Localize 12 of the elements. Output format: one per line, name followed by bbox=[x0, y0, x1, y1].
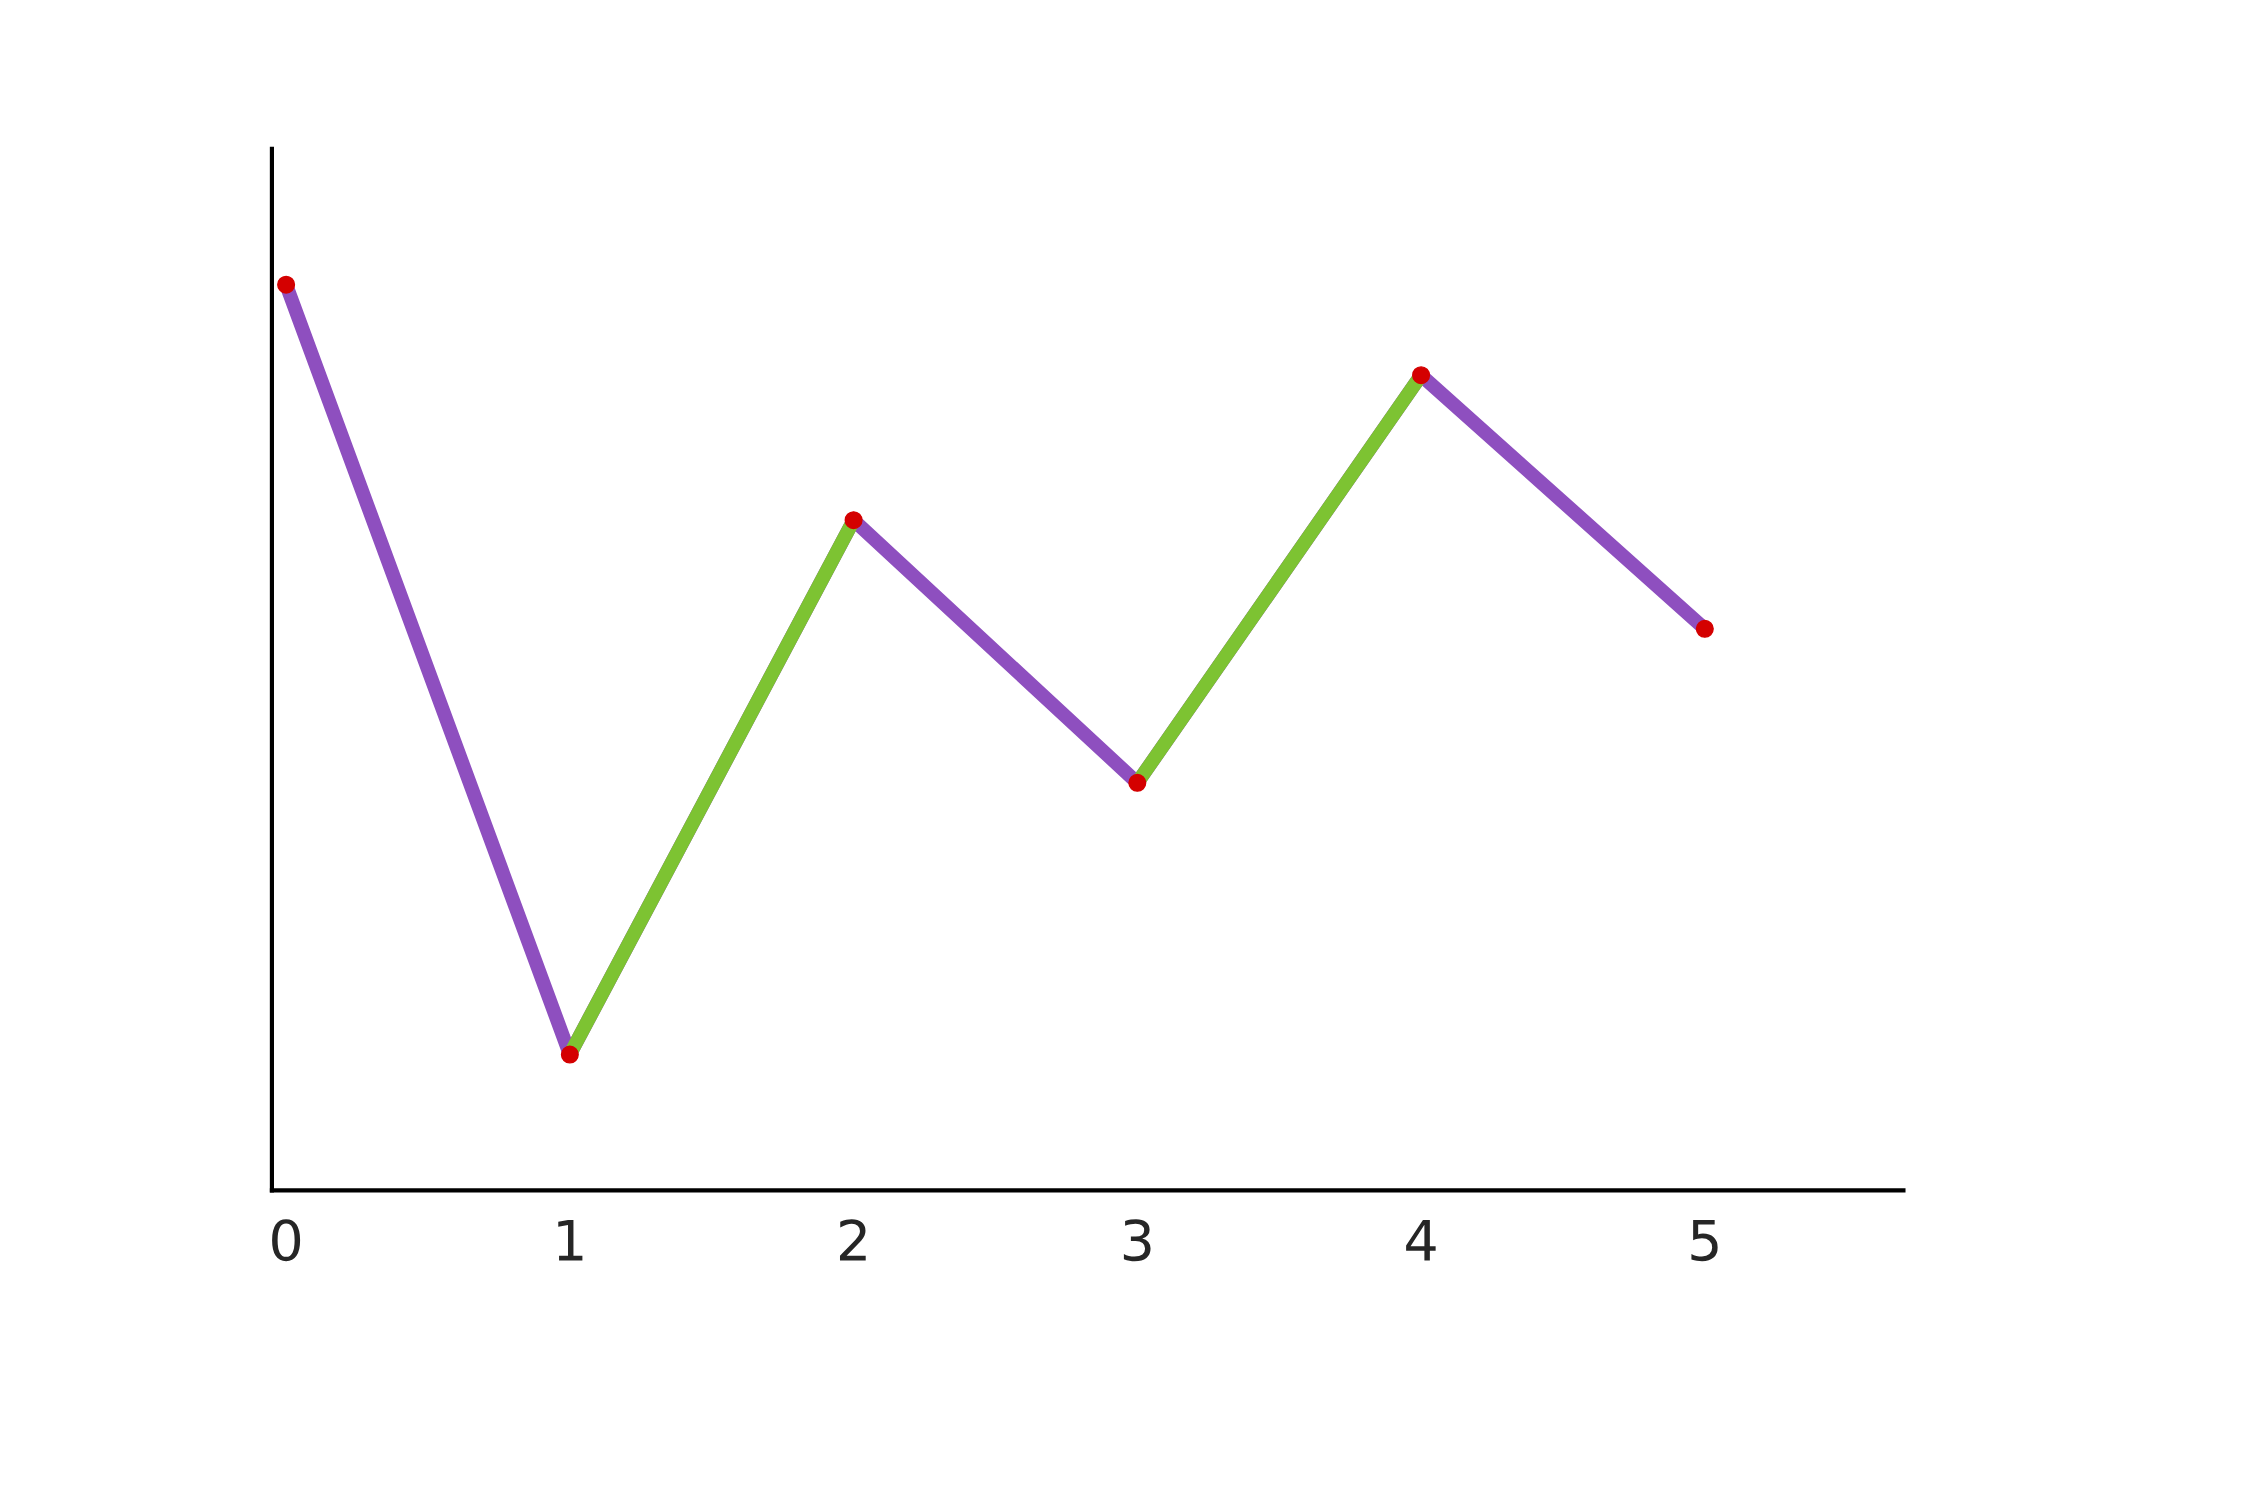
point bbox=[1412, 366, 1431, 385]
point bbox=[844, 511, 863, 530]
point bbox=[277, 275, 296, 294]
x-tick-label: 2 bbox=[839, 1219, 866, 1261]
point bbox=[1695, 619, 1714, 638]
x-tick-label: 5 bbox=[1691, 1219, 1718, 1262]
point bbox=[1128, 773, 1147, 792]
x-tick-label: 0 bbox=[272, 1219, 301, 1262]
x-tick-label: 3 bbox=[1123, 1219, 1151, 1262]
x-tick-label: 4 bbox=[1406, 1219, 1436, 1261]
point bbox=[560, 1045, 579, 1064]
x-tick-label: 1 bbox=[558, 1219, 583, 1261]
